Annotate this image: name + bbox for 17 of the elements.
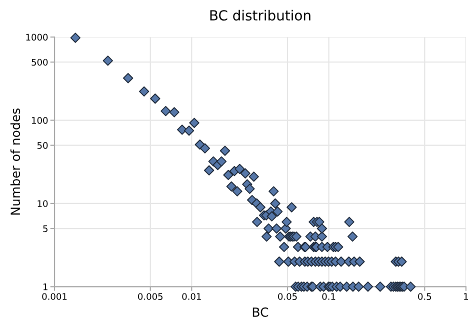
y-tick-label: 5: [43, 225, 48, 232]
x-tick-label: 0.005: [138, 293, 163, 300]
y-tick-label: 1: [44, 284, 48, 290]
x-tick-label: 0.01: [182, 293, 201, 300]
y-tick-label: 500: [32, 58, 48, 66]
y-tick-label: 100: [32, 116, 48, 124]
x-tick-label: 0.05: [278, 293, 297, 300]
y-tick-label: 10: [38, 200, 48, 208]
y-tick-label: 1000: [26, 34, 48, 41]
y-tick-label: 50: [37, 142, 48, 149]
chart-title: BC distribution: [210, 10, 310, 21]
x-tick-label: 1: [464, 293, 468, 300]
y-axis-title: Number of nodes: [10, 108, 20, 215]
x-axis-title: BC: [252, 307, 268, 317]
x-tick-label: 0.001: [42, 293, 67, 300]
x-tick-label: 0.5: [418, 293, 432, 300]
x-tick-label: 0.1: [322, 293, 336, 300]
